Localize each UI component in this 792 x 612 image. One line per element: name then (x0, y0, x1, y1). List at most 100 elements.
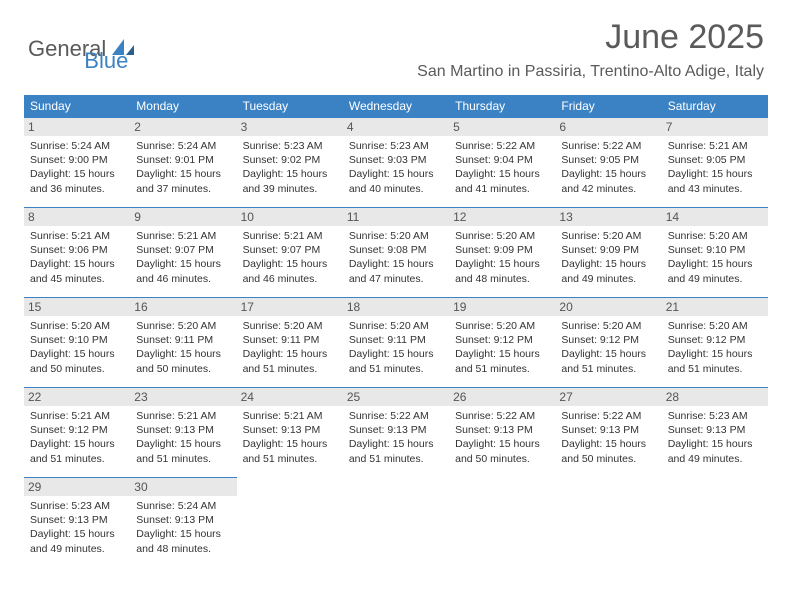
sunset-line: Sunset: 9:08 PM (349, 243, 443, 257)
calendar-day-cell: 9Sunrise: 5:21 AMSunset: 9:07 PMDaylight… (130, 208, 236, 298)
day-info: Sunrise: 5:22 AMSunset: 9:04 PMDaylight:… (455, 139, 549, 196)
daylight-line: Daylight: 15 hours and 39 minutes. (243, 167, 337, 195)
day-number: 13 (555, 208, 661, 226)
daylight-line: Daylight: 15 hours and 50 minutes. (561, 437, 655, 465)
calendar-day-cell (237, 478, 343, 568)
daylight-line: Daylight: 15 hours and 51 minutes. (243, 437, 337, 465)
day-info: Sunrise: 5:23 AMSunset: 9:13 PMDaylight:… (30, 499, 124, 556)
day-number: 22 (24, 388, 130, 406)
calendar-day-cell: 13Sunrise: 5:20 AMSunset: 9:09 PMDayligh… (555, 208, 661, 298)
day-number: 6 (555, 118, 661, 136)
calendar-day-cell: 10Sunrise: 5:21 AMSunset: 9:07 PMDayligh… (237, 208, 343, 298)
day-info: Sunrise: 5:21 AMSunset: 9:06 PMDaylight:… (30, 229, 124, 286)
day-info: Sunrise: 5:23 AMSunset: 9:02 PMDaylight:… (243, 139, 337, 196)
sunrise-line: Sunrise: 5:20 AM (455, 229, 549, 243)
daylight-line: Daylight: 15 hours and 51 minutes. (349, 347, 443, 375)
daylight-line: Daylight: 15 hours and 37 minutes. (136, 167, 230, 195)
daylight-line: Daylight: 15 hours and 51 minutes. (668, 347, 762, 375)
day-number: 28 (662, 388, 768, 406)
logo-text-blue: Blue (84, 48, 128, 74)
calendar-week-row: 1Sunrise: 5:24 AMSunset: 9:00 PMDaylight… (24, 118, 768, 208)
sunset-line: Sunset: 9:11 PM (243, 333, 337, 347)
day-info: Sunrise: 5:20 AMSunset: 9:12 PMDaylight:… (561, 319, 655, 376)
sunset-line: Sunset: 9:12 PM (561, 333, 655, 347)
day-number: 5 (449, 118, 555, 136)
sunrise-line: Sunrise: 5:20 AM (30, 319, 124, 333)
weekday-header: Saturday (662, 95, 768, 118)
sunrise-line: Sunrise: 5:21 AM (136, 229, 230, 243)
day-number: 30 (130, 478, 236, 496)
day-info: Sunrise: 5:21 AMSunset: 9:07 PMDaylight:… (243, 229, 337, 286)
daylight-line: Daylight: 15 hours and 51 minutes. (30, 437, 124, 465)
day-info: Sunrise: 5:24 AMSunset: 9:01 PMDaylight:… (136, 139, 230, 196)
sunrise-line: Sunrise: 5:20 AM (349, 319, 443, 333)
daylight-line: Daylight: 15 hours and 51 minutes. (455, 347, 549, 375)
sunset-line: Sunset: 9:13 PM (30, 513, 124, 527)
sunrise-line: Sunrise: 5:21 AM (243, 409, 337, 423)
calendar-day-cell: 23Sunrise: 5:21 AMSunset: 9:13 PMDayligh… (130, 388, 236, 478)
sunrise-line: Sunrise: 5:20 AM (668, 319, 762, 333)
calendar-day-cell: 25Sunrise: 5:22 AMSunset: 9:13 PMDayligh… (343, 388, 449, 478)
sunrise-line: Sunrise: 5:20 AM (668, 229, 762, 243)
day-info: Sunrise: 5:21 AMSunset: 9:05 PMDaylight:… (668, 139, 762, 196)
sunset-line: Sunset: 9:05 PM (561, 153, 655, 167)
calendar-day-cell (449, 478, 555, 568)
header: General Blue June 2025 San Martino in Pa… (0, 0, 792, 87)
sunrise-line: Sunrise: 5:24 AM (136, 139, 230, 153)
sunset-line: Sunset: 9:11 PM (349, 333, 443, 347)
calendar-day-cell: 11Sunrise: 5:20 AMSunset: 9:08 PMDayligh… (343, 208, 449, 298)
calendar-week-row: 22Sunrise: 5:21 AMSunset: 9:12 PMDayligh… (24, 388, 768, 478)
calendar-day-cell: 16Sunrise: 5:20 AMSunset: 9:11 PMDayligh… (130, 298, 236, 388)
sunrise-line: Sunrise: 5:20 AM (455, 319, 549, 333)
sunset-line: Sunset: 9:13 PM (243, 423, 337, 437)
weekday-header: Sunday (24, 95, 130, 118)
sunrise-line: Sunrise: 5:21 AM (30, 409, 124, 423)
day-number: 3 (237, 118, 343, 136)
calendar-day-cell: 20Sunrise: 5:20 AMSunset: 9:12 PMDayligh… (555, 298, 661, 388)
calendar-table: Sunday Monday Tuesday Wednesday Thursday… (24, 95, 768, 568)
daylight-line: Daylight: 15 hours and 46 minutes. (136, 257, 230, 285)
sunrise-line: Sunrise: 5:21 AM (668, 139, 762, 153)
day-info: Sunrise: 5:22 AMSunset: 9:05 PMDaylight:… (561, 139, 655, 196)
sunrise-line: Sunrise: 5:20 AM (561, 229, 655, 243)
daylight-line: Daylight: 15 hours and 50 minutes. (455, 437, 549, 465)
calendar-day-cell: 8Sunrise: 5:21 AMSunset: 9:06 PMDaylight… (24, 208, 130, 298)
sunrise-line: Sunrise: 5:23 AM (30, 499, 124, 513)
daylight-line: Daylight: 15 hours and 48 minutes. (455, 257, 549, 285)
day-info: Sunrise: 5:21 AMSunset: 9:12 PMDaylight:… (30, 409, 124, 466)
daylight-line: Daylight: 15 hours and 51 minutes. (136, 437, 230, 465)
calendar-week-row: 29Sunrise: 5:23 AMSunset: 9:13 PMDayligh… (24, 478, 768, 568)
day-info: Sunrise: 5:21 AMSunset: 9:07 PMDaylight:… (136, 229, 230, 286)
sunset-line: Sunset: 9:13 PM (136, 513, 230, 527)
daylight-line: Daylight: 15 hours and 49 minutes. (668, 257, 762, 285)
day-info: Sunrise: 5:21 AMSunset: 9:13 PMDaylight:… (136, 409, 230, 466)
daylight-line: Daylight: 15 hours and 51 minutes. (243, 347, 337, 375)
weekday-header: Monday (130, 95, 236, 118)
daylight-line: Daylight: 15 hours and 50 minutes. (30, 347, 124, 375)
day-info: Sunrise: 5:20 AMSunset: 9:08 PMDaylight:… (349, 229, 443, 286)
sunset-line: Sunset: 9:13 PM (668, 423, 762, 437)
day-info: Sunrise: 5:20 AMSunset: 9:09 PMDaylight:… (455, 229, 549, 286)
day-number: 19 (449, 298, 555, 316)
sunset-line: Sunset: 9:12 PM (30, 423, 124, 437)
day-number: 1 (24, 118, 130, 136)
sunset-line: Sunset: 9:04 PM (455, 153, 549, 167)
day-number: 12 (449, 208, 555, 226)
sunset-line: Sunset: 9:00 PM (30, 153, 124, 167)
weekday-header: Thursday (449, 95, 555, 118)
sunset-line: Sunset: 9:11 PM (136, 333, 230, 347)
day-info: Sunrise: 5:20 AMSunset: 9:11 PMDaylight:… (136, 319, 230, 376)
weekday-header-row: Sunday Monday Tuesday Wednesday Thursday… (24, 95, 768, 118)
daylight-line: Daylight: 15 hours and 40 minutes. (349, 167, 443, 195)
calendar-week-row: 15Sunrise: 5:20 AMSunset: 9:10 PMDayligh… (24, 298, 768, 388)
sunrise-line: Sunrise: 5:22 AM (455, 139, 549, 153)
day-number: 21 (662, 298, 768, 316)
sunrise-line: Sunrise: 5:24 AM (30, 139, 124, 153)
calendar-day-cell: 15Sunrise: 5:20 AMSunset: 9:10 PMDayligh… (24, 298, 130, 388)
weekday-header: Wednesday (343, 95, 449, 118)
day-number: 26 (449, 388, 555, 406)
daylight-line: Daylight: 15 hours and 47 minutes. (349, 257, 443, 285)
sunrise-line: Sunrise: 5:20 AM (243, 319, 337, 333)
calendar-day-cell: 2Sunrise: 5:24 AMSunset: 9:01 PMDaylight… (130, 118, 236, 208)
daylight-line: Daylight: 15 hours and 45 minutes. (30, 257, 124, 285)
